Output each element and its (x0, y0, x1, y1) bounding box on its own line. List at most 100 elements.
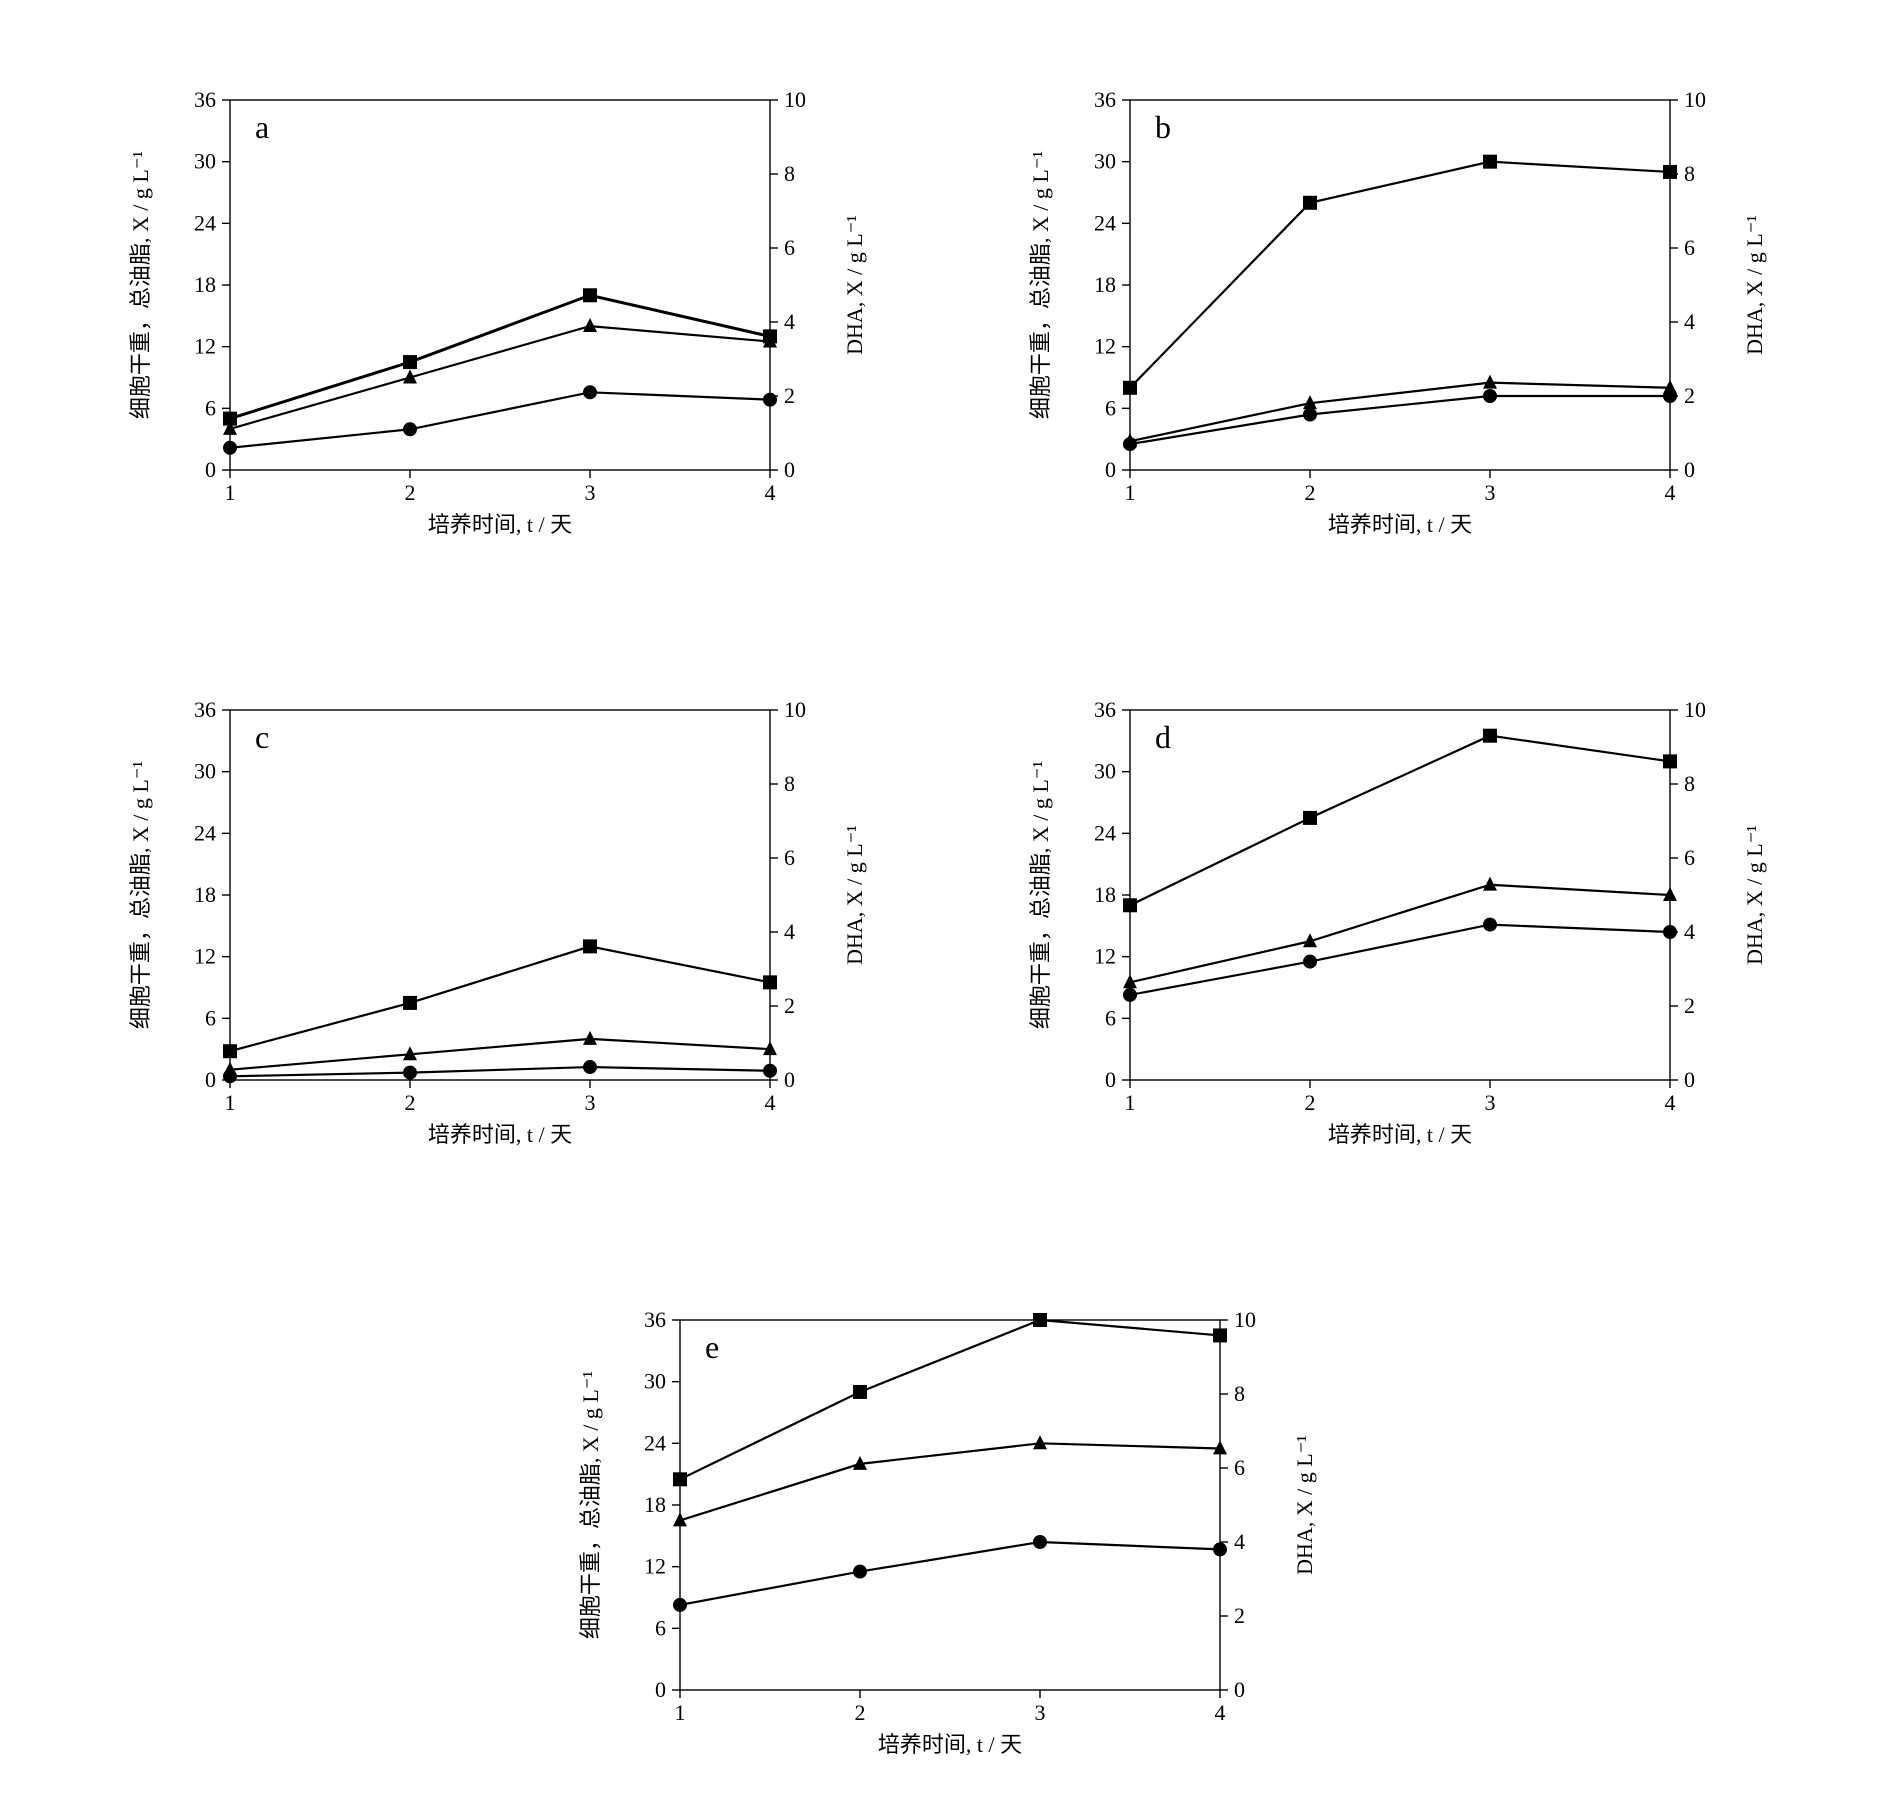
series-line (230, 1067, 770, 1076)
x-tick-label: 2 (1305, 480, 1316, 505)
series-marker (1033, 1435, 1047, 1449)
series-line (1130, 885, 1670, 983)
panel-letter: c (255, 719, 269, 755)
x-tick-label: 4 (1665, 480, 1676, 505)
y-right-tick-label: 8 (1234, 1381, 1245, 1406)
y-right-tick-label: 8 (1684, 771, 1695, 796)
x-tick-label: 1 (1125, 1090, 1136, 1115)
x-tick-label: 4 (765, 1090, 776, 1115)
series-line (1130, 396, 1670, 444)
y-left-tick-label: 30 (1094, 149, 1116, 174)
series-marker (1303, 408, 1317, 422)
y-left-axis-title: 细胞干重，总油脂, X / g L⁻¹ (128, 761, 153, 1029)
y-left-tick-label: 24 (644, 1430, 666, 1455)
chart-panel-d: 12340612182430360246810d培养时间, t / 天细胞干重，… (1020, 680, 1780, 1160)
y-left-axis-title: 细胞干重，总油脂, X / g L⁻¹ (1028, 151, 1053, 419)
y-right-tick-label: 10 (1684, 697, 1706, 722)
y-right-tick-label: 2 (784, 993, 795, 1018)
series-marker (1213, 1542, 1227, 1556)
y-left-tick-label: 0 (205, 1067, 216, 1092)
y-left-tick-label: 0 (1105, 1067, 1116, 1092)
series-marker (763, 393, 777, 407)
y-left-tick-label: 24 (1094, 820, 1116, 845)
series-marker (1303, 955, 1317, 969)
y-left-axis-title: 细胞干重，总油脂, X / g L⁻¹ (128, 151, 153, 419)
series-marker (1483, 918, 1497, 932)
y-right-tick-label: 6 (1234, 1455, 1245, 1480)
series-marker (1123, 898, 1137, 912)
y-left-tick-label: 30 (194, 759, 216, 784)
y-right-tick-label: 6 (784, 845, 795, 870)
series-marker (1213, 1328, 1227, 1342)
series-marker (223, 1044, 237, 1058)
y-right-tick-label: 0 (1684, 1067, 1695, 1092)
y-left-tick-label: 6 (205, 1005, 216, 1030)
series-marker (583, 385, 597, 399)
y-left-tick-label: 18 (1094, 272, 1116, 297)
y-right-tick-label: 10 (1234, 1307, 1256, 1332)
series-marker (403, 355, 417, 369)
y-left-tick-label: 12 (194, 944, 216, 969)
panel-letter: a (255, 109, 269, 145)
series-line (1130, 162, 1670, 388)
y-left-tick-label: 12 (194, 334, 216, 359)
y-right-tick-label: 0 (784, 1067, 795, 1092)
series-line (1130, 383, 1670, 442)
y-left-tick-label: 30 (1094, 759, 1116, 784)
panel-letter: b (1155, 109, 1171, 145)
x-tick-label: 1 (225, 480, 236, 505)
x-tick-label: 4 (1665, 1090, 1676, 1115)
x-tick-label: 1 (1125, 480, 1136, 505)
series-marker (583, 1060, 597, 1074)
y-left-tick-label: 18 (194, 272, 216, 297)
chart-panel-b: 12340612182430360246810b培养时间, t / 天细胞干重，… (1020, 70, 1780, 550)
series-marker (763, 975, 777, 989)
y-left-axis-title: 细胞干重，总油脂, X / g L⁻¹ (1028, 761, 1053, 1029)
y-left-tick-label: 30 (194, 149, 216, 174)
y-left-tick-label: 12 (1094, 334, 1116, 359)
series-line (680, 1320, 1220, 1479)
y-left-tick-label: 36 (194, 697, 216, 722)
series-marker (1303, 196, 1317, 210)
y-right-axis-title: DHA, X / g L⁻¹ (842, 215, 867, 355)
x-tick-label: 4 (765, 480, 776, 505)
series-marker (1033, 1313, 1047, 1327)
chart-panel-c: 12340612182430360246810c培养时间, t / 天细胞干重，… (120, 680, 880, 1160)
y-left-tick-label: 36 (194, 87, 216, 112)
series-marker (1123, 437, 1137, 451)
y-right-tick-label: 10 (784, 697, 806, 722)
y-left-tick-label: 18 (1094, 882, 1116, 907)
y-left-tick-label: 6 (1105, 395, 1116, 420)
y-left-tick-label: 6 (205, 395, 216, 420)
y-right-tick-label: 0 (784, 457, 795, 482)
y-left-tick-label: 30 (644, 1369, 666, 1394)
y-right-axis-title: DHA, X / g L⁻¹ (842, 825, 867, 965)
series-marker (1663, 925, 1677, 939)
y-right-tick-label: 6 (784, 235, 795, 260)
y-right-tick-label: 4 (1684, 309, 1695, 334)
series-line (680, 1542, 1220, 1605)
series-line (680, 1443, 1220, 1520)
y-left-tick-label: 6 (1105, 1005, 1116, 1030)
x-axis-title: 培养时间, t / 天 (428, 1122, 572, 1147)
y-right-tick-label: 4 (784, 919, 795, 944)
series-line (230, 392, 770, 448)
x-axis-title: 培养时间, t / 天 (1328, 1122, 1472, 1147)
x-tick-label: 1 (225, 1090, 236, 1115)
series-marker (1483, 155, 1497, 169)
series-marker (1483, 389, 1497, 403)
y-right-tick-label: 8 (1684, 161, 1695, 186)
series-marker (1303, 811, 1317, 825)
y-right-tick-label: 2 (1684, 383, 1695, 408)
y-left-axis-title: 细胞干重，总油脂, X / g L⁻¹ (578, 1371, 603, 1639)
x-tick-label: 1 (675, 1700, 686, 1725)
x-tick-label: 3 (1485, 480, 1496, 505)
y-right-tick-label: 0 (1234, 1677, 1245, 1702)
y-right-tick-label: 2 (784, 383, 795, 408)
series-line (230, 295, 770, 418)
panel-letter: e (705, 1329, 719, 1365)
x-tick-label: 3 (1035, 1700, 1046, 1725)
y-left-tick-label: 6 (655, 1615, 666, 1640)
series-marker (1123, 381, 1137, 395)
y-left-tick-label: 18 (194, 882, 216, 907)
